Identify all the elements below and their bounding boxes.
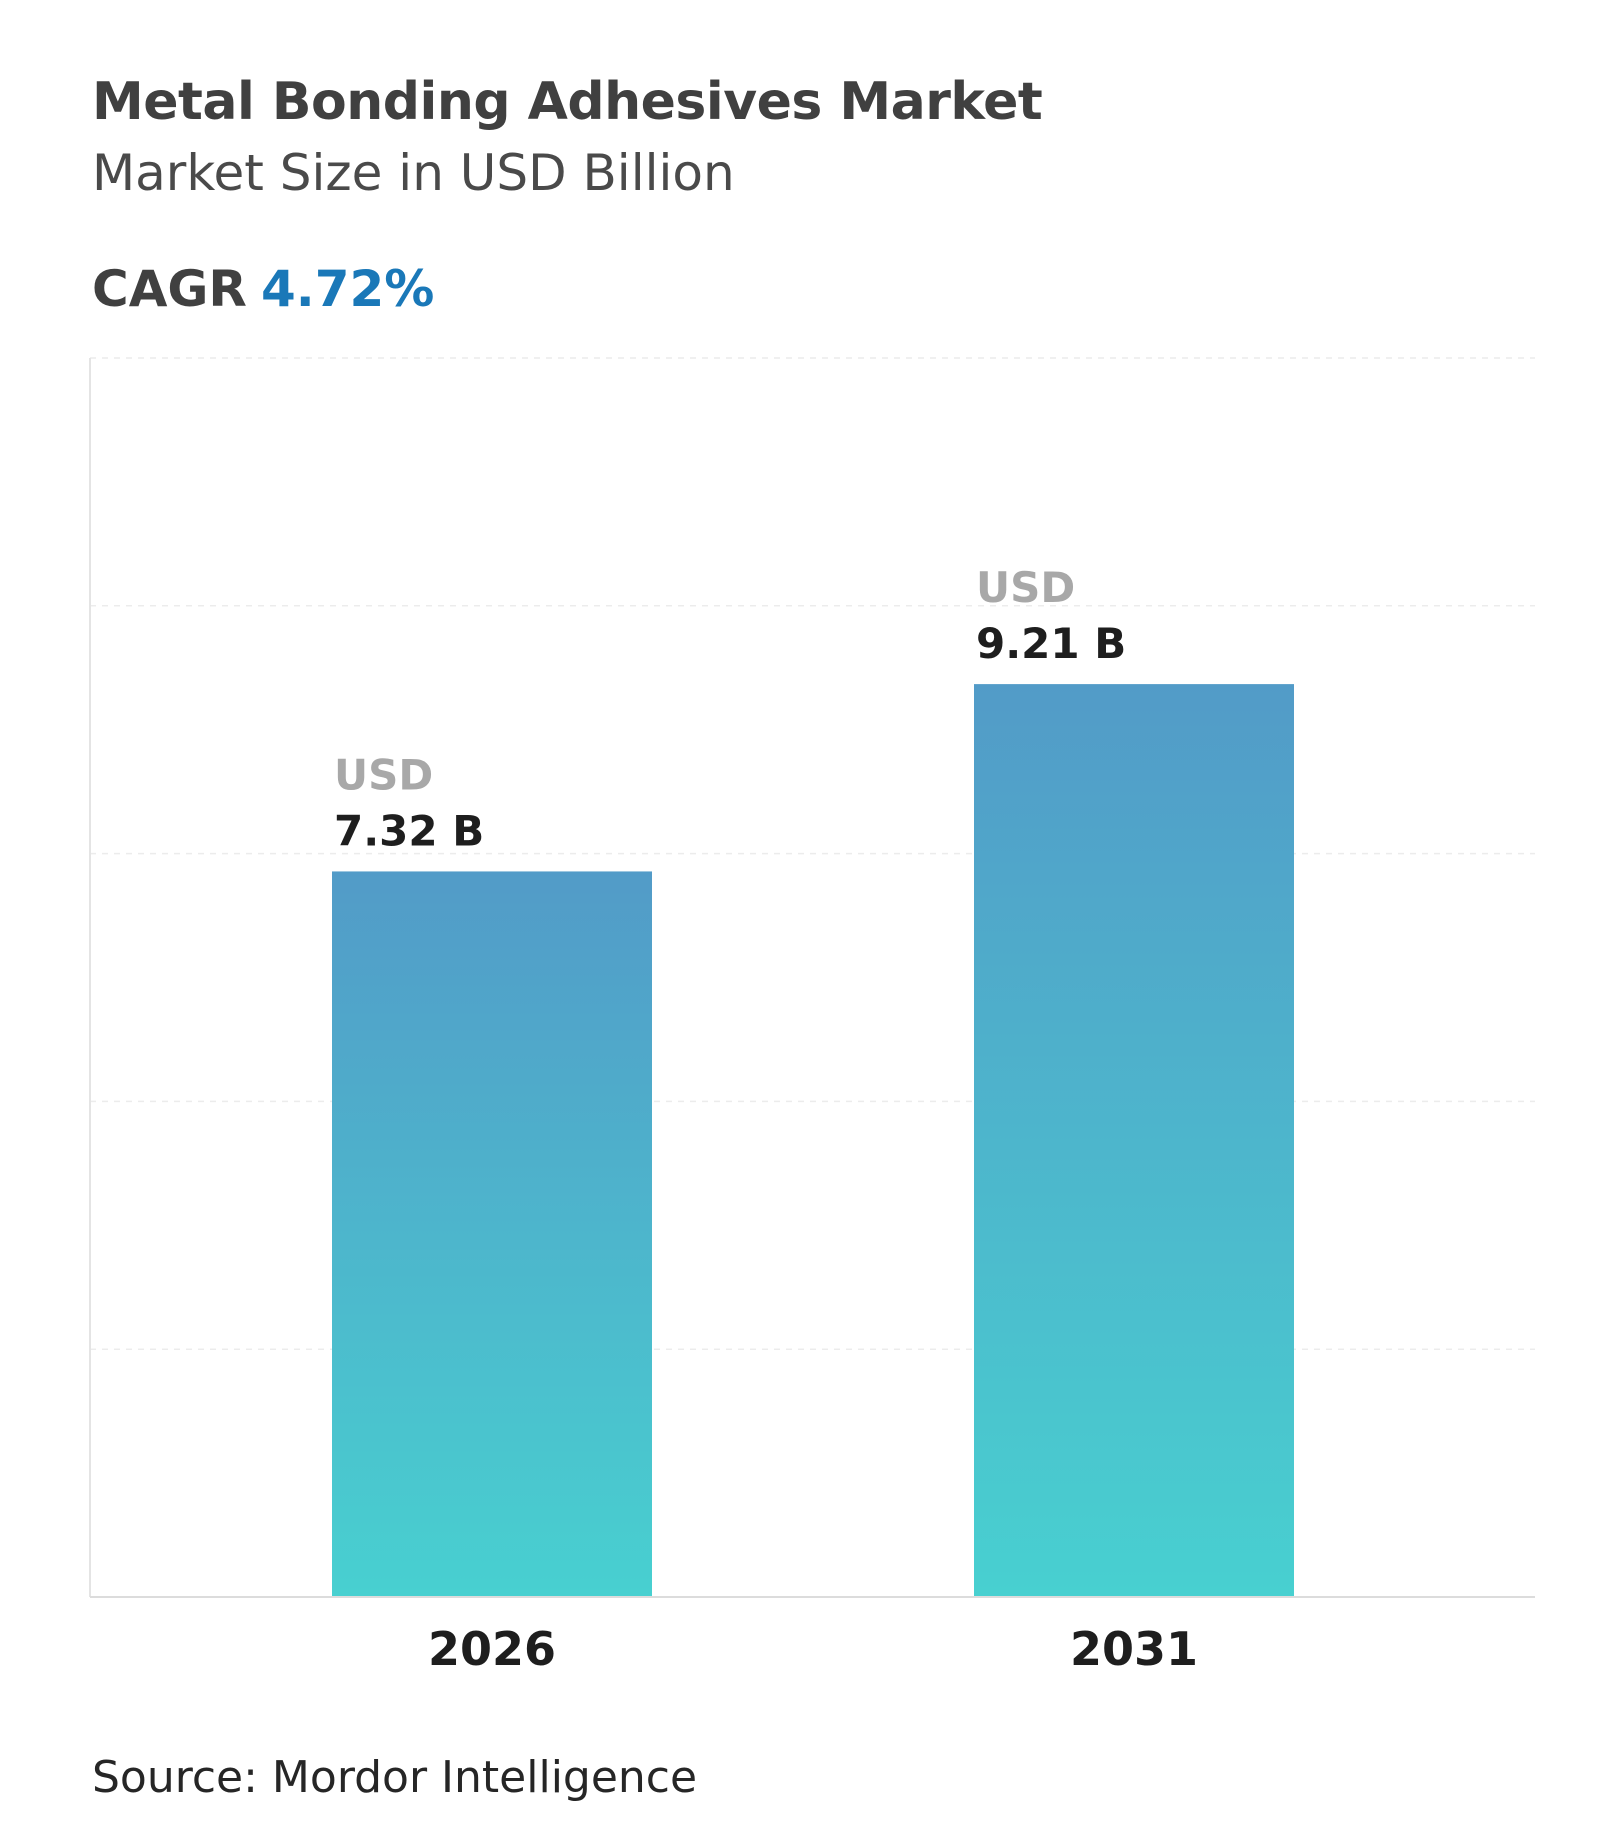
bar-2031 bbox=[974, 684, 1294, 1597]
cagr-label: CAGR bbox=[92, 260, 247, 318]
data-label-prefix: USD bbox=[334, 750, 433, 799]
chart-title: Metal Bonding Adhesives Market bbox=[92, 72, 1043, 132]
data-label-value: 7.32 B bbox=[334, 806, 484, 855]
bar-2026 bbox=[332, 871, 652, 1597]
x-tick-label: 2031 bbox=[1070, 1622, 1198, 1676]
data-label-prefix: USD bbox=[976, 563, 1075, 612]
data-label-value: 9.21 B bbox=[976, 619, 1126, 668]
cagr-display: CAGR 4.72% bbox=[92, 260, 434, 318]
chart-subtitle: Market Size in USD Billion bbox=[92, 144, 735, 202]
x-tick-label: 2026 bbox=[428, 1622, 556, 1676]
source-note: Source: Mordor Intelligence bbox=[92, 1752, 698, 1803]
cagr-value: 4.72% bbox=[260, 260, 435, 318]
